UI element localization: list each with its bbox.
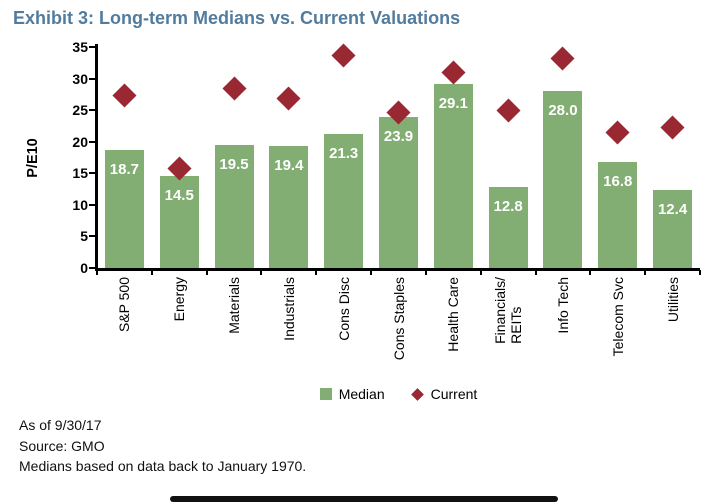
median-bar: 21.3: [324, 133, 364, 268]
footer-source: Source: GMO: [19, 437, 105, 454]
y-tick-mark: [89, 172, 95, 175]
median-swatch-icon: [319, 388, 332, 400]
bar-value-label: 29.1: [438, 95, 468, 113]
bar-value-label: 28.0: [548, 102, 578, 120]
median-bar: 16.8: [598, 161, 638, 268]
x-category-label: Cons Staples: [390, 277, 407, 361]
y-tick-mark: [89, 46, 95, 48]
x-category-label: Materials: [226, 277, 243, 334]
current-diamond-marker: [276, 86, 301, 111]
x-category-label: Info Tech: [554, 277, 571, 334]
bar-value-label: 16.8: [603, 172, 633, 190]
median-bar: 19.5: [214, 144, 254, 268]
median-bar: 12.4: [653, 189, 693, 268]
y-axis-label: P/E10: [25, 138, 41, 178]
x-category-label: Energy: [171, 277, 188, 322]
x-category-label: S&P 500: [116, 277, 133, 333]
current-diamond-marker: [112, 83, 137, 108]
y-tick-label: 15: [72, 165, 88, 182]
y-tick-label: 10: [72, 196, 88, 213]
chart-title: Exhibit 3: Long-term Medians vs. Current…: [13, 8, 461, 28]
median-bar: 29.1: [433, 84, 473, 268]
bar-value-label: 18.7: [109, 160, 139, 178]
x-category-label: Health Care: [445, 277, 462, 352]
y-tick-label: 25: [72, 102, 88, 119]
current-swatch-icon: [410, 387, 424, 401]
x-category-label: Financials/ REITs: [492, 277, 525, 344]
footer-notes: As of 9/30/17 Source: GMO Medians based …: [19, 415, 306, 477]
x-tick-mark: [644, 270, 647, 275]
x-category-label: Cons Disc: [335, 277, 352, 341]
median-bar: 14.5: [159, 176, 199, 268]
legend-median-label: Median: [338, 386, 385, 402]
x-tick-mark: [370, 270, 373, 275]
median-bar: 19.4: [269, 145, 309, 268]
y-tick-mark: [89, 140, 95, 143]
x-tick-mark: [534, 270, 537, 275]
x-tick-mark: [205, 270, 208, 275]
bar-value-label: 23.9: [383, 128, 414, 146]
current-diamond-marker: [550, 46, 575, 71]
legend-item-current: Current: [410, 386, 478, 402]
x-tick-mark: [150, 270, 153, 275]
current-diamond-marker: [222, 76, 247, 101]
current-diamond-marker: [496, 98, 521, 123]
bottom-bar: [170, 496, 558, 502]
x-tick-mark: [260, 270, 263, 275]
footer-note: Medians based on data back to January 19…: [19, 458, 307, 474]
current-diamond-marker: [331, 43, 356, 68]
median-bar: 28.0: [543, 91, 583, 268]
x-tick-mark: [315, 270, 318, 275]
y-tick-mark: [89, 109, 95, 112]
x-axis-line: [95, 268, 700, 271]
x-tick-mark: [479, 270, 482, 275]
bar-value-label: 19.5: [219, 155, 249, 173]
y-tick-mark: [89, 77, 95, 80]
current-diamond-marker: [441, 60, 466, 85]
x-tick-mark: [96, 270, 98, 275]
x-category-label: Telecom Svc: [609, 277, 626, 357]
current-diamond-marker: [605, 120, 630, 145]
bar-value-label: 12.8: [493, 198, 523, 216]
y-axis-line: [95, 44, 98, 271]
y-tick-mark: [89, 235, 95, 238]
y-tick-mark: [89, 203, 95, 206]
legend-current-label: Current: [430, 386, 478, 402]
median-bar: 18.7: [104, 149, 144, 268]
bar-value-label: 14.5: [164, 187, 194, 205]
median-bar: 12.8: [488, 187, 528, 268]
y-tick-label: 30: [72, 70, 88, 87]
bar-value-label: 21.3: [329, 144, 359, 162]
y-tick-label: 5: [80, 228, 88, 245]
legend-item-median: Median: [319, 386, 385, 402]
x-category-label: Industrials: [280, 277, 297, 341]
y-tick-label: 20: [72, 133, 88, 150]
bar-value-label: 12.4: [657, 200, 688, 218]
y-tick-label: 35: [72, 39, 88, 55]
median-bar: 23.9: [379, 117, 418, 268]
footer-as-of: As of 9/30/17: [19, 417, 102, 433]
x-category-label: Utilities: [664, 277, 681, 323]
x-tick-mark: [699, 270, 701, 275]
current-diamond-marker: [660, 115, 685, 140]
y-tick-mark: [89, 267, 95, 269]
bar-value-label: 19.4: [274, 156, 304, 174]
y-tick-label: 0: [80, 260, 88, 276]
x-tick-mark: [424, 270, 427, 275]
x-tick-mark: [589, 270, 592, 275]
legend: Median Current: [97, 386, 700, 402]
